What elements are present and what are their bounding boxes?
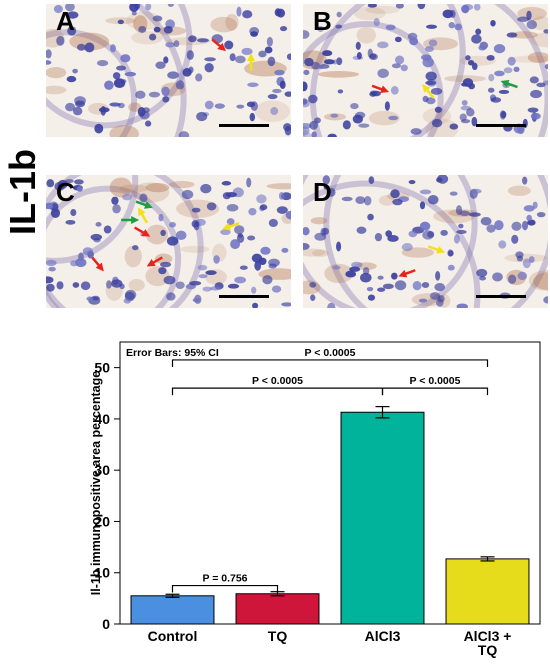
category-label: Control	[148, 628, 198, 644]
scale-bar	[476, 124, 526, 127]
error-bar-0	[165, 593, 180, 598]
micrograph-a-tissue	[46, 4, 291, 137]
micrograph-panel-b: B	[303, 4, 548, 137]
marker-arrow	[211, 38, 227, 52]
panel-letter-c: C	[56, 177, 75, 207]
panel-letter-a: A	[56, 6, 75, 36]
panel-letter-b: B	[313, 6, 332, 36]
panel-letter-d: D	[313, 177, 332, 207]
significance-bracket-3: P < 0.0005	[171, 347, 489, 367]
p-value-label: P = 0.756	[202, 573, 247, 585]
category-label: AlCl3 + TQ	[464, 628, 512, 658]
micrograph-panel-c: C	[46, 175, 291, 308]
marker-arrow	[137, 207, 149, 224]
marker-arrow	[246, 52, 255, 71]
micrograph-panel-a: A	[46, 4, 291, 137]
micrograph-d-tissue	[303, 175, 548, 308]
scale-bar	[219, 295, 269, 298]
marker-arrow	[146, 256, 163, 267]
scale-bar	[219, 124, 269, 127]
y-tick-label: 10	[94, 565, 110, 581]
side-label-text: IL-1b	[2, 149, 42, 235]
p-value-label: P < 0.0005	[252, 375, 303, 387]
significance-bracket-2: P < 0.0005	[381, 375, 489, 396]
y-tick-label: 0	[102, 616, 110, 632]
marker-arrow	[135, 200, 153, 209]
marker-arrow	[398, 269, 416, 278]
y-tick-label: 40	[94, 411, 110, 427]
category-label: AlCl3	[365, 628, 401, 644]
marker-arrow	[427, 245, 446, 254]
scale-bar	[476, 295, 526, 298]
micrograph-b-tissue	[303, 4, 548, 137]
significance-bracket-0: P = 0.756	[171, 573, 279, 593]
marker-arrow	[134, 226, 151, 237]
p-value-label: P < 0.0005	[410, 375, 461, 387]
y-axis-label: Il-1b immunopositive area percentage	[89, 371, 103, 595]
marker-arrow	[500, 79, 518, 89]
marker-arrow	[371, 84, 389, 93]
y-tick-label: 20	[94, 513, 110, 529]
marker-arrow	[91, 256, 104, 272]
bar-chart: 0 10 20 30 40 50 Il-1b immunopositive area per…	[0, 332, 550, 659]
y-tick-label: 50	[94, 360, 110, 376]
micrograph-panel-d: D	[303, 175, 548, 308]
marker-arrow	[121, 215, 140, 224]
bar-3	[445, 558, 530, 625]
micrograph-c-tissue	[46, 175, 291, 308]
side-label: IL-1b	[2, 149, 42, 235]
significance-bracket-1: P < 0.0005	[171, 375, 384, 396]
p-value-label: P < 0.0005	[305, 347, 356, 359]
bar-2	[340, 411, 425, 625]
bar-0	[130, 595, 215, 625]
y-tick-label: 30	[94, 462, 110, 478]
error-bar-2	[375, 406, 390, 419]
bar-1	[235, 593, 320, 625]
error-bar-3	[480, 556, 495, 562]
plot-frame	[119, 341, 541, 625]
marker-arrow	[422, 84, 435, 99]
error-bar-note: Error Bars: 95% CI	[126, 347, 219, 359]
marker-arrow	[222, 221, 240, 231]
category-label: TQ	[268, 628, 288, 644]
